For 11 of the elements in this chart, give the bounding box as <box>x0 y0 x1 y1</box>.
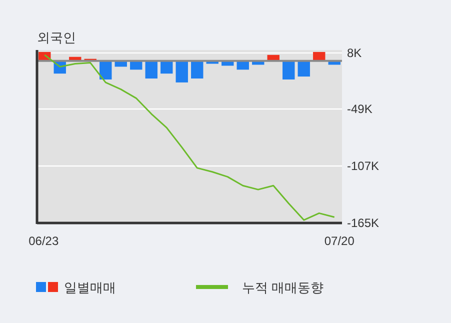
legend-item: 일별매매 <box>36 280 116 295</box>
legend-label: 일별매매 <box>64 280 116 295</box>
legend-item: 누적 매매동향 <box>196 280 324 295</box>
y-tick-label: -165K <box>347 216 380 230</box>
x-tick-label: 06/23 <box>28 234 59 248</box>
chart-title: 외국인 <box>37 30 76 45</box>
legend-label: 누적 매매동향 <box>242 280 324 295</box>
y-tick-label: -107K <box>347 158 380 173</box>
y-tick-label: -49K <box>347 102 372 116</box>
y-tick-label: 8K <box>347 46 362 60</box>
x-tick-label: 07/20 <box>324 234 355 248</box>
